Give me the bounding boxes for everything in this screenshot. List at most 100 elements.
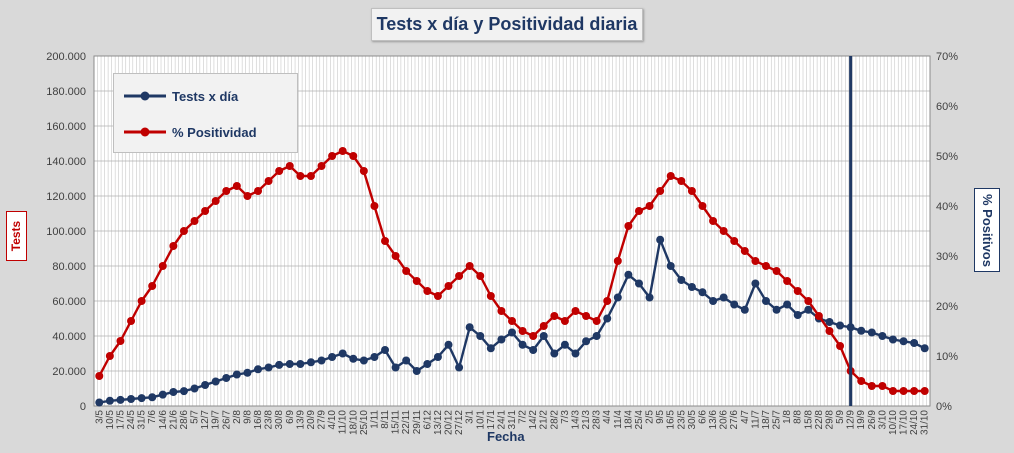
data-point-tests (687, 283, 696, 291)
x-tick-label: 2/8 (232, 410, 243, 424)
x-tick-label: 24/1 (496, 410, 507, 430)
data-point-tests (254, 365, 263, 374)
data-point-positivity (582, 312, 591, 320)
x-tick-label: 24/5 (126, 410, 137, 430)
data-point-tests (486, 344, 495, 353)
x-tick-label: 18/10 (348, 410, 359, 435)
x-tick-label: 1/11 (369, 410, 380, 429)
data-point-tests (444, 340, 453, 349)
data-point-positivity (116, 337, 125, 345)
y-tick-label-right: 20% (936, 301, 958, 313)
data-point-positivity (243, 192, 252, 200)
data-point-tests (582, 337, 591, 346)
data-point-positivity (772, 267, 781, 275)
data-point-positivity (254, 187, 263, 195)
x-tick-label: 3/10 (877, 410, 888, 430)
y-tick-label-right: 0% (936, 401, 952, 413)
x-tick-label: 15/11 (391, 410, 402, 435)
x-tick-label: 16/8 (253, 410, 264, 430)
data-point-positivity (656, 187, 665, 195)
x-tick-label: 20/6 (719, 410, 730, 430)
data-point-tests (656, 235, 665, 244)
x-tick-label: 26/9 (867, 410, 878, 430)
x-tick-label: 12/7 (200, 410, 211, 430)
data-point-tests (571, 349, 580, 358)
x-tick-label: 30/5 (687, 410, 698, 430)
data-point-tests (825, 318, 834, 326)
data-point-positivity (127, 317, 136, 325)
data-point-positivity (666, 172, 675, 180)
y-tick-label-left: 100.000 (46, 226, 86, 238)
data-point-tests (539, 332, 548, 340)
data-point-tests (201, 381, 210, 389)
data-point-positivity (836, 342, 845, 350)
y-tick-label-right: 50% (936, 151, 958, 163)
y-axis-right-title-box: % Positivos (974, 188, 1000, 272)
data-point-positivity (709, 217, 718, 225)
x-tick-label: 6/12 (422, 410, 433, 430)
data-point-tests (634, 279, 643, 288)
data-point-positivity (560, 317, 569, 325)
data-point-tests (381, 346, 390, 354)
x-tick-label: 22/11 (401, 410, 412, 435)
x-tick-label: 17/5 (115, 410, 126, 430)
x-tick-label: 29/8 (824, 410, 835, 430)
data-point-positivity (508, 317, 516, 325)
data-point-tests (275, 360, 284, 369)
x-tick-label: 27/9 (317, 410, 328, 430)
data-point-positivity (222, 187, 231, 195)
data-point-tests (740, 305, 749, 314)
data-point-tests (433, 353, 442, 361)
data-point-tests (761, 297, 770, 305)
x-tick-label: 27/12 (454, 410, 465, 435)
x-tick-label: 21/3 (581, 410, 592, 430)
x-tick-label: 29/11 (412, 410, 423, 435)
x-tick-label: 17/1 (486, 410, 497, 430)
data-point-tests (560, 340, 569, 349)
data-point-tests (677, 276, 686, 284)
x-tick-label: 4/7 (740, 410, 751, 424)
data-point-positivity (328, 152, 337, 160)
x-tick-label: 5/7 (190, 410, 201, 424)
legend-label-tests: Tests x día (172, 88, 239, 104)
x-tick-label: 12/9 (846, 410, 857, 430)
x-tick-label: 20/9 (306, 410, 317, 430)
data-point-positivity (677, 177, 686, 185)
data-point-positivity (539, 322, 548, 330)
x-tick-label: 3/5 (94, 410, 105, 424)
x-tick-label: 17/10 (899, 410, 910, 435)
x-tick-label: 13/6 (708, 410, 719, 430)
legend-item-tests: Tests x día (122, 88, 238, 104)
data-point-tests (359, 356, 368, 365)
data-point-positivity (730, 237, 739, 245)
y-tick-label-left: 0 (80, 401, 86, 413)
data-point-positivity (857, 377, 866, 385)
x-tick-label: 15/8 (803, 410, 814, 430)
data-point-tests (476, 332, 485, 340)
data-point-tests (455, 363, 464, 372)
data-point-positivity (370, 202, 379, 210)
chart-title: Tests x día y Positividad diaria (376, 14, 638, 34)
x-tick-label: 20/12 (444, 410, 455, 435)
data-point-positivity (95, 372, 104, 380)
data-point-tests (867, 328, 876, 337)
y-tick-label-left: 60.000 (52, 296, 86, 308)
data-point-positivity (814, 312, 823, 320)
data-point-tests (328, 353, 337, 361)
data-point-positivity (603, 297, 612, 305)
plot-border (93, 55, 931, 407)
y-axis-left-title-box: Tests (6, 211, 27, 261)
data-point-positivity (137, 297, 146, 305)
data-point-positivity (338, 147, 347, 155)
data-point-positivity (105, 352, 114, 360)
x-tick-label: 28/3 (592, 410, 603, 430)
data-point-positivity (529, 332, 538, 340)
data-point-positivity (476, 272, 485, 280)
data-point-positivity (518, 327, 527, 335)
x-tick-label: 28/2 (549, 410, 560, 430)
data-point-tests (751, 279, 760, 288)
data-point-tests (232, 370, 241, 379)
data-point-positivity (571, 307, 580, 315)
x-tick-label: 4/4 (602, 410, 613, 424)
x-tick-label: 9/5 (655, 410, 666, 424)
